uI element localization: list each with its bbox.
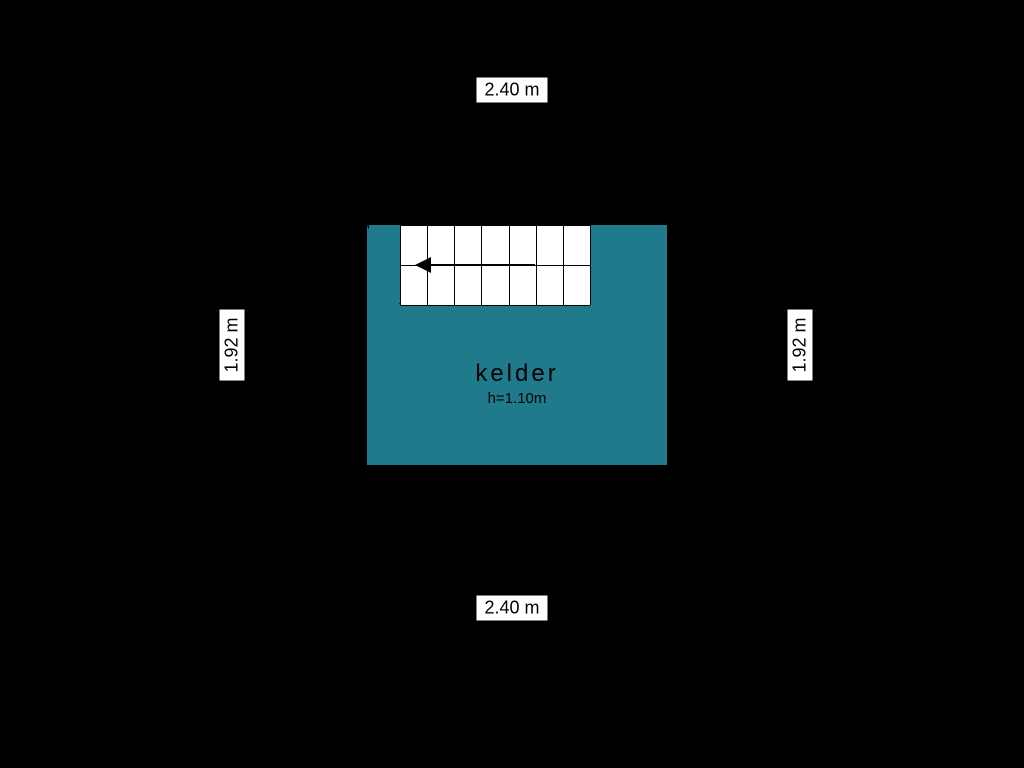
stair-dashed-edge: [367, 225, 369, 305]
stairs-dashed-region: [367, 225, 400, 305]
stairs: [400, 225, 590, 305]
stair-dashed-edge: [367, 303, 400, 305]
room-name-text: kelder: [367, 360, 667, 388]
dimension-bottom: 2.40 m: [476, 596, 547, 621]
dimension-left: 1.92 m: [220, 309, 245, 380]
dimension-right: 1.92 m: [788, 309, 813, 380]
stair-horizontal-line: [400, 265, 590, 266]
room-label: kelder h=1.10m: [367, 360, 667, 407]
room-height-text: h=1.10m: [367, 390, 667, 407]
dimension-top: 2.40 m: [476, 78, 547, 103]
stair-horizontal-line: [400, 225, 590, 226]
stair-riser-line: [590, 225, 591, 305]
stair-horizontal-line: [400, 305, 590, 306]
